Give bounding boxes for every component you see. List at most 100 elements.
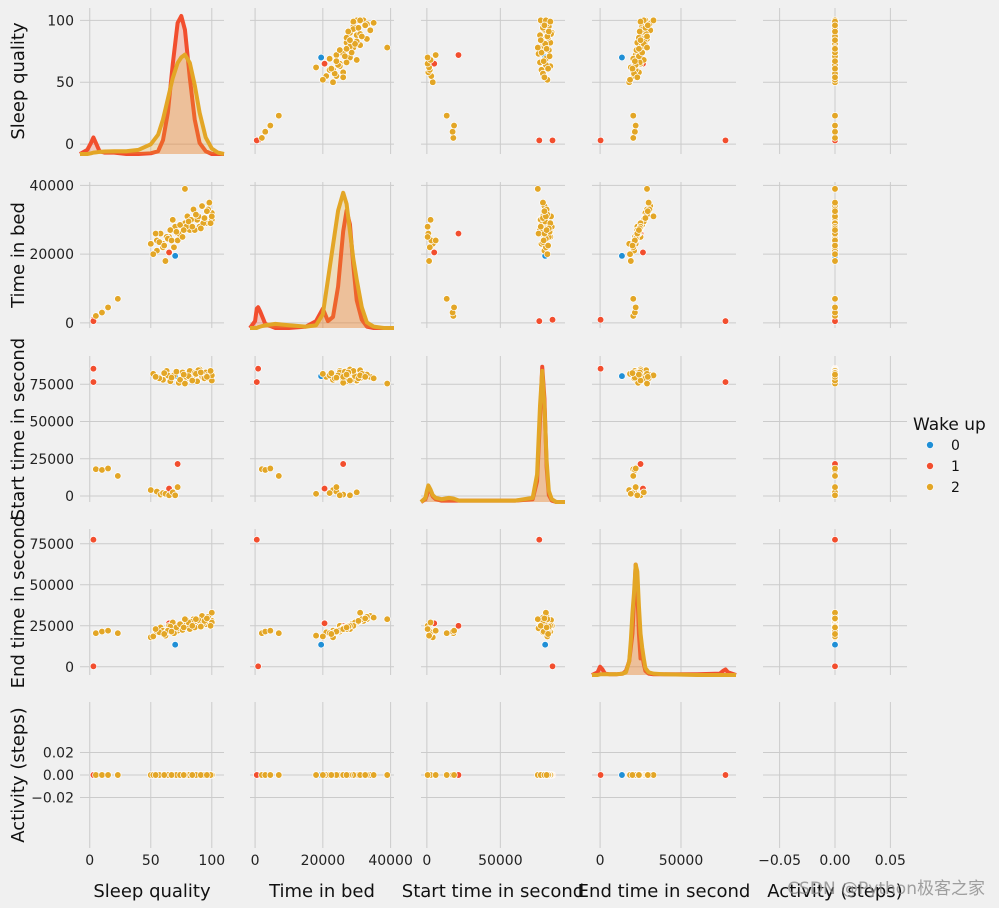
point-series-1 bbox=[535, 536, 543, 544]
point-series-2 bbox=[353, 56, 361, 64]
point-series-2 bbox=[203, 373, 211, 381]
point-series-2 bbox=[628, 771, 637, 779]
point-series-2 bbox=[545, 27, 553, 36]
point-series-2 bbox=[534, 185, 542, 193]
ytick-label: 0 bbox=[65, 316, 74, 332]
point-series-2 bbox=[198, 202, 206, 210]
point-series-2 bbox=[831, 73, 839, 81]
point-series-2 bbox=[172, 228, 181, 236]
point-series-2 bbox=[114, 472, 122, 480]
ytick-label: −0.02 bbox=[31, 790, 74, 806]
ylabel: Sleep quality bbox=[8, 22, 29, 140]
point-series-2 bbox=[104, 464, 112, 473]
point-series-1 bbox=[89, 536, 98, 544]
cell-0-1 bbox=[250, 8, 394, 154]
point-series-2 bbox=[831, 111, 839, 120]
point-series-2 bbox=[92, 771, 100, 779]
point-series-2 bbox=[831, 623, 839, 632]
ylabel: Time in bed bbox=[8, 202, 29, 309]
point-series-2 bbox=[540, 73, 549, 81]
point-series-0 bbox=[317, 53, 325, 62]
point-series-2 bbox=[626, 250, 634, 258]
cell-1-3 bbox=[592, 182, 736, 328]
kde-fill-2 bbox=[592, 564, 736, 675]
ytick-label: 75000 bbox=[29, 377, 74, 393]
point-series-1 bbox=[721, 771, 730, 779]
point-series-2 bbox=[383, 771, 391, 779]
point-series-2 bbox=[632, 464, 640, 473]
point-series-2 bbox=[339, 73, 347, 81]
point-series-2 bbox=[831, 491, 839, 499]
point-series-2 bbox=[831, 257, 839, 265]
xtick-label: −0.05 bbox=[758, 853, 801, 869]
point-series-2 bbox=[354, 24, 363, 32]
point-series-2 bbox=[92, 465, 100, 473]
point-series-2 bbox=[383, 43, 391, 52]
point-series-2 bbox=[176, 376, 184, 384]
point-series-2 bbox=[628, 241, 637, 250]
point-series-2 bbox=[632, 303, 640, 312]
point-series-2 bbox=[180, 771, 188, 779]
point-series-2 bbox=[327, 630, 335, 638]
point-series-2 bbox=[160, 771, 168, 779]
point-series-2 bbox=[366, 26, 374, 34]
point-series-2 bbox=[342, 771, 351, 779]
point-series-2 bbox=[356, 16, 364, 25]
point-series-2 bbox=[429, 78, 437, 86]
ytick-label: 20000 bbox=[29, 247, 74, 263]
point-series-2 bbox=[180, 226, 188, 234]
kde-line-1 bbox=[248, 208, 394, 330]
cell-1-1 bbox=[248, 182, 394, 330]
point-series-2 bbox=[383, 379, 391, 388]
point-series-2 bbox=[261, 128, 269, 136]
point-series-2 bbox=[643, 379, 651, 388]
point-series-2 bbox=[160, 241, 168, 250]
point-series-2 bbox=[98, 627, 106, 636]
point-series-2 bbox=[644, 21, 652, 29]
cell-3-3 bbox=[591, 529, 737, 677]
point-series-2 bbox=[425, 257, 433, 265]
point-series-2 bbox=[104, 627, 112, 635]
point-series-2 bbox=[266, 627, 274, 635]
cell-2-2 bbox=[419, 356, 565, 504]
point-series-2 bbox=[537, 36, 545, 44]
point-series-2 bbox=[155, 238, 163, 246]
point-series-2 bbox=[635, 771, 643, 779]
point-series-2 bbox=[181, 615, 189, 623]
point-series-2 bbox=[349, 17, 357, 26]
point-series-2 bbox=[635, 45, 643, 53]
point-series-2 bbox=[423, 233, 432, 241]
cell-0-2 bbox=[421, 8, 565, 154]
xtick-label: 40000 bbox=[368, 853, 413, 869]
point-series-2 bbox=[361, 21, 369, 29]
point-series-1 bbox=[89, 662, 98, 670]
point-series-2 bbox=[275, 771, 283, 779]
point-series-1 bbox=[535, 136, 543, 145]
legend-marker-2 bbox=[926, 483, 934, 491]
point-series-1 bbox=[254, 365, 262, 373]
xtick-label: 0.05 bbox=[875, 853, 906, 869]
point-series-2 bbox=[361, 373, 369, 381]
point-series-2 bbox=[173, 483, 182, 491]
ylabel: Start time in second bbox=[8, 338, 29, 520]
point-series-2 bbox=[641, 214, 650, 222]
point-series-2 bbox=[361, 771, 369, 779]
point-series-2 bbox=[327, 369, 335, 377]
point-series-2 bbox=[629, 134, 637, 142]
point-series-2 bbox=[633, 73, 641, 81]
point-series-0 bbox=[171, 641, 179, 649]
point-series-2 bbox=[544, 241, 552, 250]
point-series-2 bbox=[152, 771, 160, 779]
cell-2-3 bbox=[592, 356, 736, 502]
point-series-2 bbox=[266, 121, 274, 130]
point-series-2 bbox=[831, 483, 839, 491]
point-series-2 bbox=[336, 491, 344, 499]
point-series-2 bbox=[426, 216, 435, 224]
point-series-2 bbox=[423, 53, 432, 62]
point-series-2 bbox=[258, 134, 266, 142]
point-series-2 bbox=[534, 615, 542, 623]
point-series-2 bbox=[831, 464, 839, 473]
point-series-2 bbox=[332, 57, 341, 65]
point-series-2 bbox=[147, 486, 155, 494]
